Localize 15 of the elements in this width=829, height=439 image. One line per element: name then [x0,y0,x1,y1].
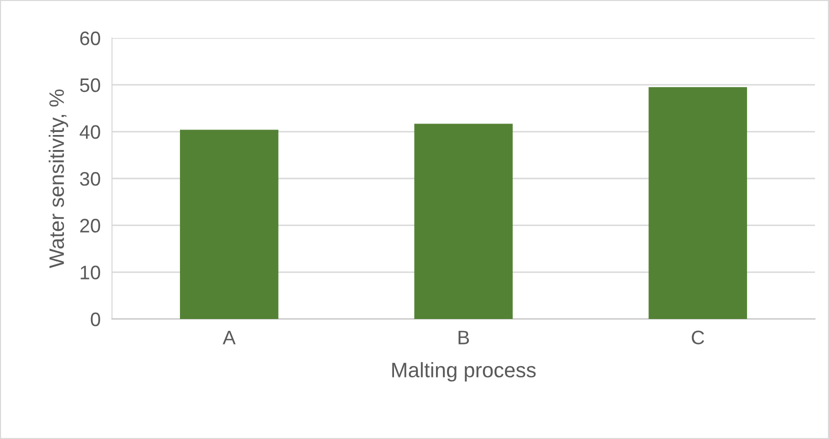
y-tick-label: 60 [80,31,100,46]
bar [414,124,513,319]
y-tick-label: 0 [90,312,100,326]
x-axis-title: Malting process [392,362,536,382]
y-tick-label: 20 [80,218,100,233]
bar [648,87,748,319]
y-tick-label: 50 [80,78,100,92]
y-axis-title: Water sensitivity, % [48,90,68,268]
bar [180,130,278,319]
x-tick-label: A [222,330,236,344]
x-tick-label: B [458,330,469,344]
y-tick-label: 40 [80,125,100,139]
y-tick-label: 10 [80,266,100,280]
x-tick-label: C [692,330,704,344]
y-tick-label: 30 [80,172,100,186]
